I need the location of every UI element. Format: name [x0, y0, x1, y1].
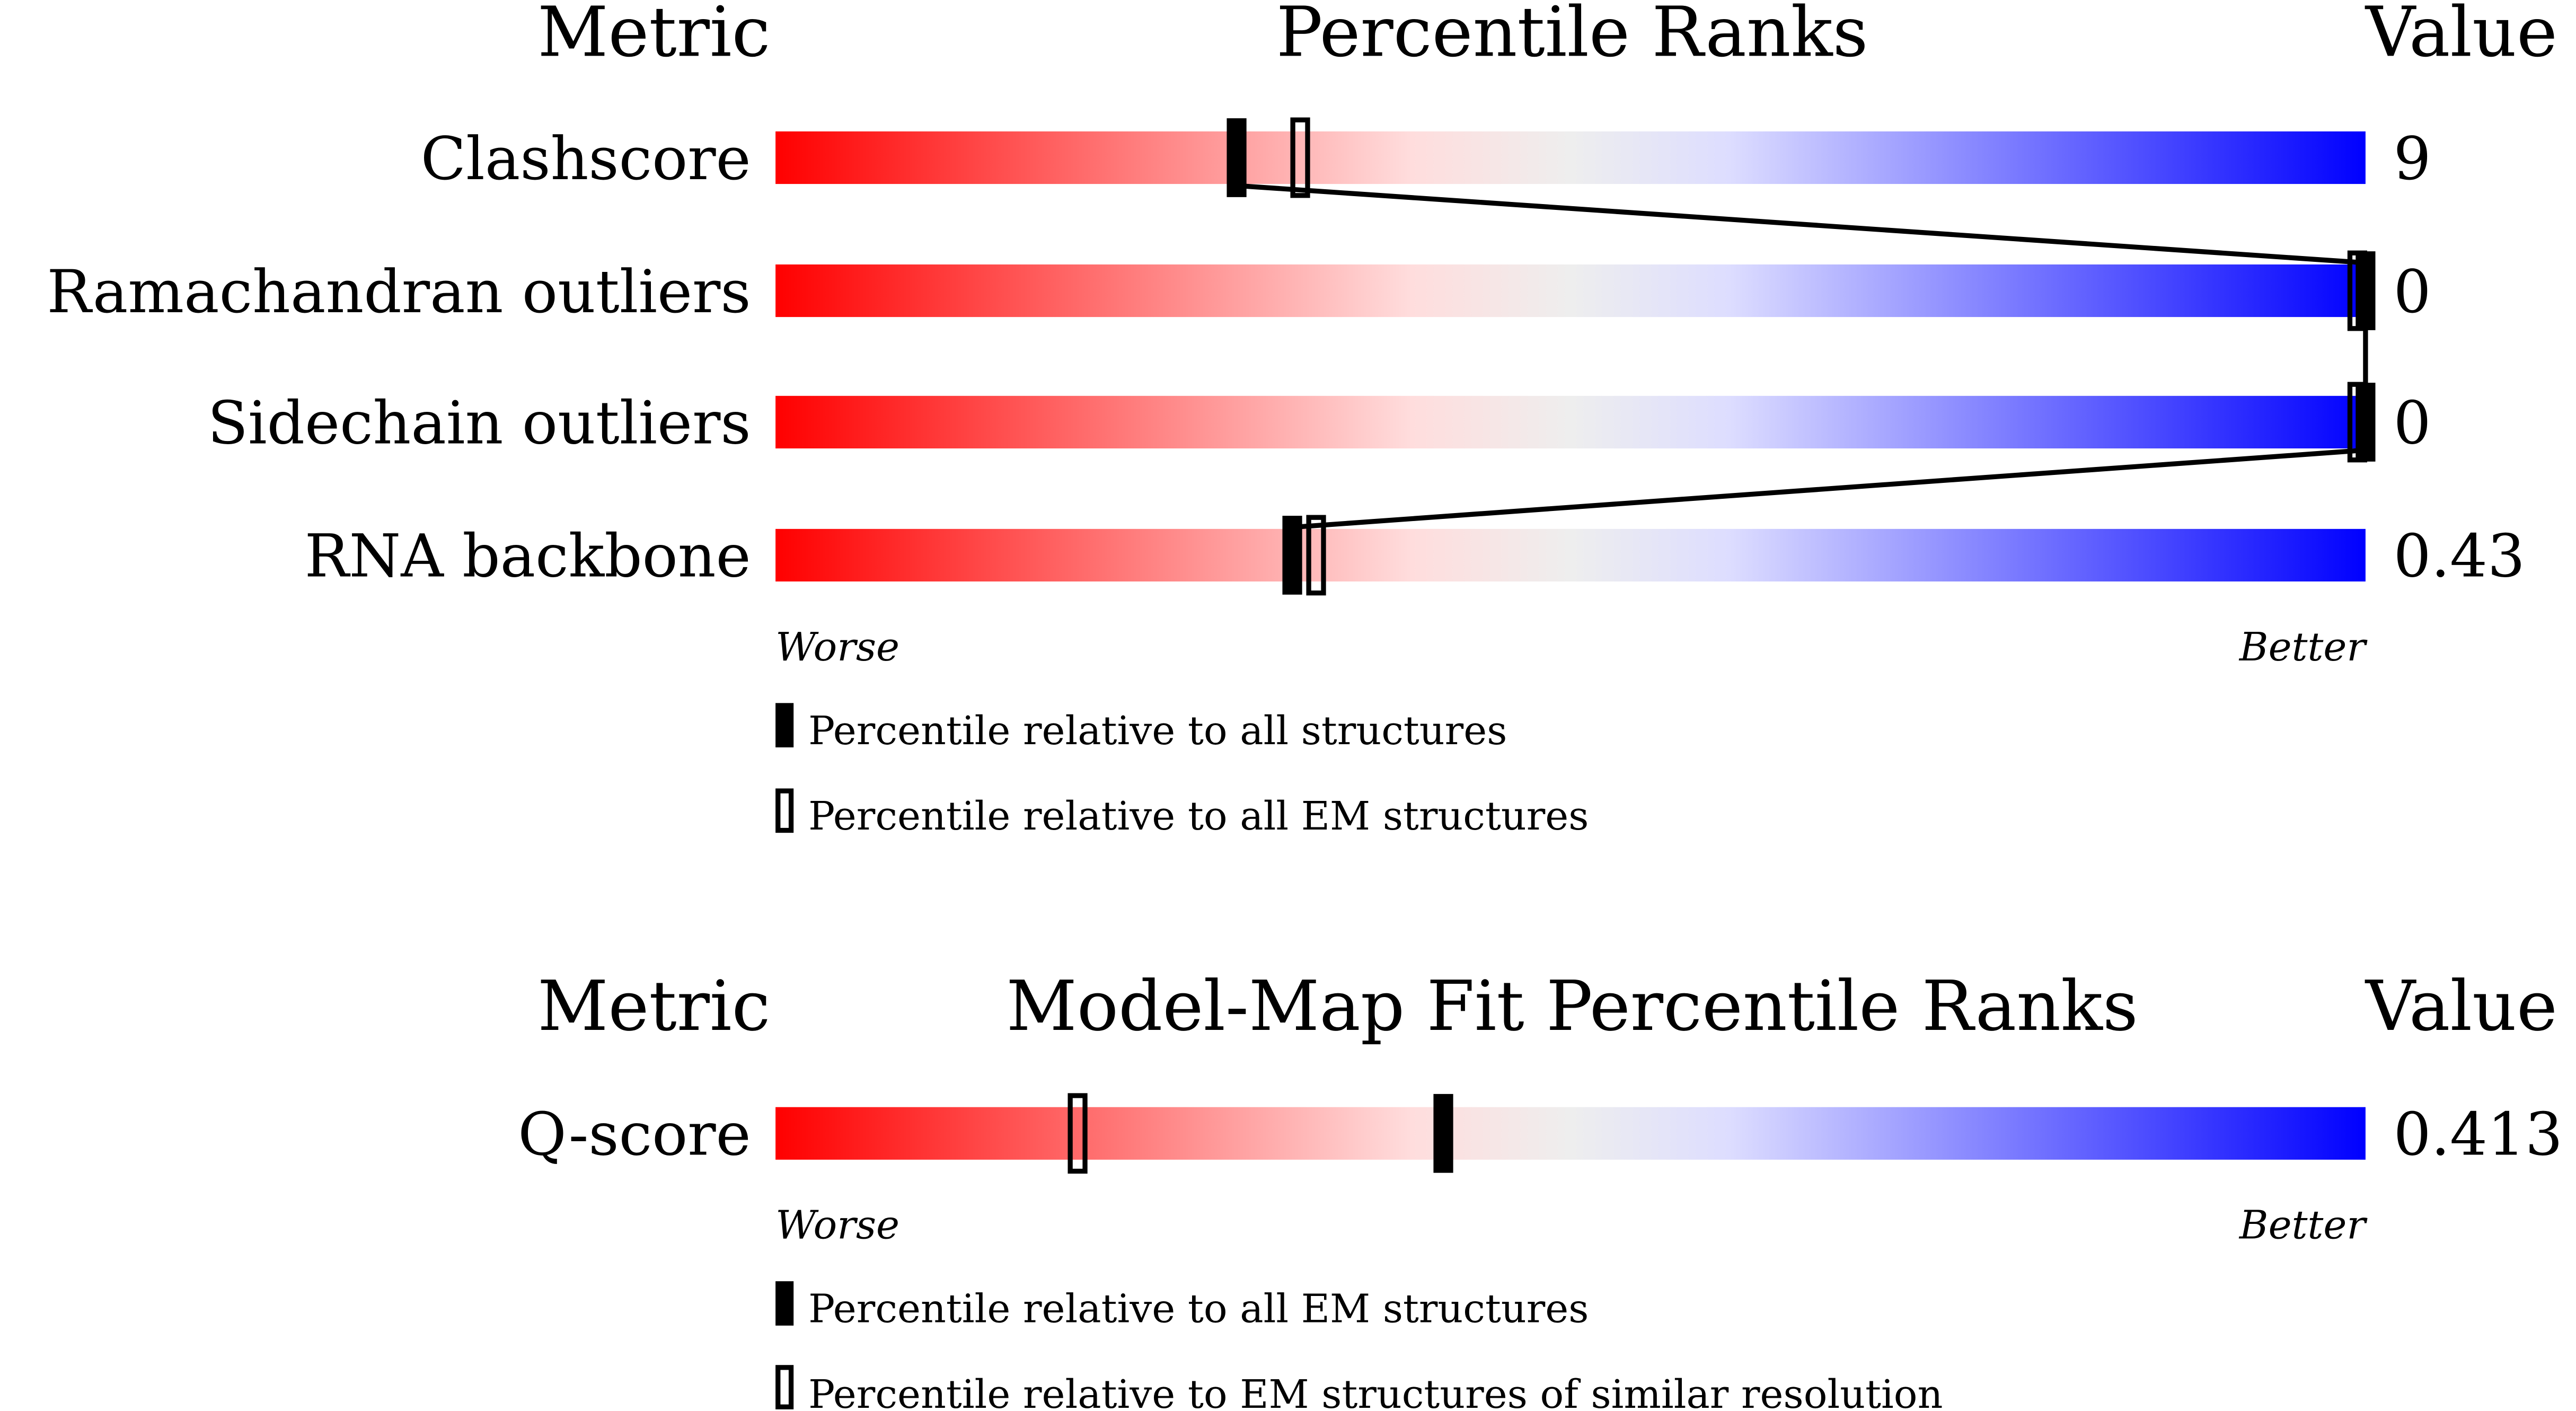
value-header: Value: [2365, 0, 2557, 72]
metric-value: 0.43: [2394, 522, 2525, 591]
metric-value: 0: [2394, 258, 2431, 327]
metric-label: Ramachandran outliers: [47, 258, 751, 327]
percentile-bar: [775, 264, 2366, 318]
value-header-2: Value: [2365, 966, 2557, 1046]
metric-header: Metric: [537, 0, 770, 72]
percentile-bar: [775, 528, 2366, 582]
metric-label: Q-score: [518, 1100, 751, 1169]
legend-open-marker: [775, 788, 794, 833]
metric-value: 0: [2394, 389, 2431, 458]
metric-value: 0.413: [2394, 1100, 2563, 1169]
connector-line: [1292, 447, 2366, 530]
open-percentile-marker: [1306, 515, 1326, 596]
metric-value: 9: [2394, 125, 2431, 193]
legend-filled-label: Percentile relative to all structures: [808, 708, 1507, 754]
filled-percentile-marker: [1433, 1093, 1453, 1173]
metric-label: RNA backbone: [305, 522, 751, 591]
legend-open-marker-2: [775, 1365, 794, 1409]
metric-header-2: Metric: [537, 966, 770, 1046]
chart-title: Percentile Ranks: [1276, 0, 1868, 72]
worse-label: Worse: [775, 624, 899, 670]
percentile-bar: [775, 131, 2366, 184]
better-label-2: Better: [2238, 1202, 2368, 1248]
legend-filled-marker-2: [775, 1281, 794, 1326]
legend-open-label: Percentile relative to all EM structures: [808, 793, 1589, 839]
metric-label: Clashscore: [421, 125, 751, 193]
worse-label-2: Worse: [775, 1202, 899, 1248]
percentile-bar: [775, 1107, 2366, 1160]
legend-filled-label-2: Percentile relative to all EM structures: [808, 1286, 1589, 1332]
percentile-bar: [775, 395, 2366, 449]
metric-label: Sidechain outliers: [208, 389, 751, 458]
connector-line: [1236, 183, 2366, 266]
legend-filled-marker: [775, 703, 794, 748]
chart-title-2: Model-Map Fit Percentile Ranks: [1006, 966, 2138, 1046]
open-percentile-marker: [1290, 117, 1310, 198]
better-label: Better: [2238, 624, 2368, 670]
open-percentile-marker: [1068, 1093, 1088, 1174]
legend-open-label-2: Percentile relative to EM structures of …: [808, 1371, 1943, 1411]
